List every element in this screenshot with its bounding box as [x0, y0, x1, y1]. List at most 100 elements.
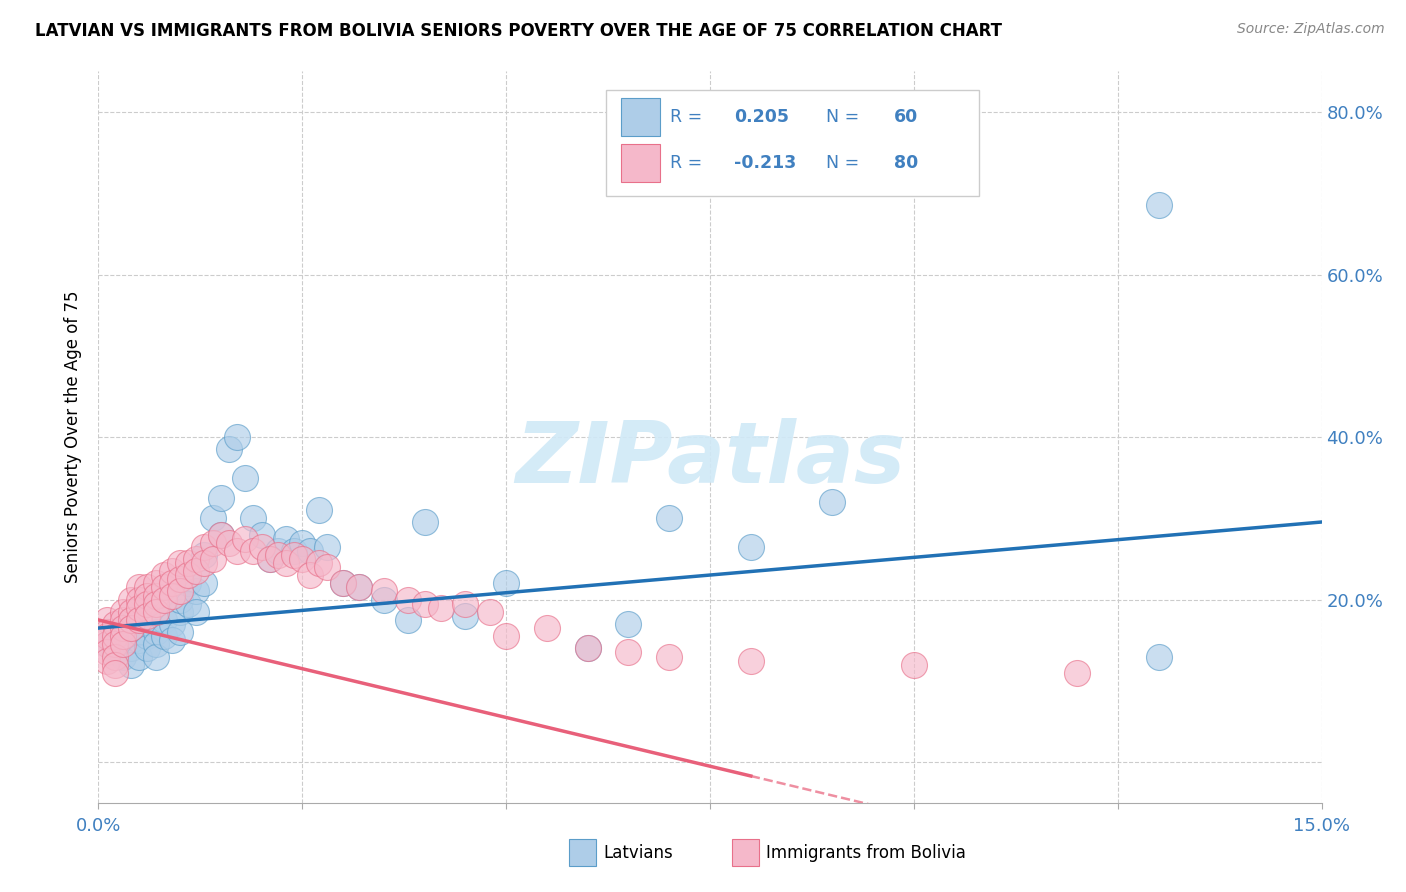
Point	[193, 540, 215, 554]
Point	[96, 654, 118, 668]
Point	[96, 625, 118, 640]
Point	[152, 568, 174, 582]
Point	[120, 592, 142, 607]
Point	[315, 560, 337, 574]
Point	[250, 527, 273, 541]
Point	[233, 532, 256, 546]
Point	[536, 621, 558, 635]
Point	[160, 564, 183, 578]
Point	[454, 608, 477, 623]
Point	[160, 576, 183, 591]
Point	[308, 556, 330, 570]
Point	[1147, 649, 1170, 664]
Point	[201, 552, 224, 566]
Point	[111, 625, 134, 640]
Point	[145, 576, 167, 591]
Point	[186, 552, 208, 566]
Text: LATVIAN VS IMMIGRANTS FROM BOLIVIA SENIORS POVERTY OVER THE AGE OF 75 CORRELATIO: LATVIAN VS IMMIGRANTS FROM BOLIVIA SENIO…	[35, 22, 1002, 40]
Point	[136, 597, 159, 611]
Point	[96, 645, 118, 659]
Point	[658, 511, 681, 525]
Point	[152, 629, 174, 643]
Point	[104, 657, 127, 672]
Point	[104, 617, 127, 632]
Point	[193, 548, 215, 562]
Point	[128, 625, 150, 640]
Point	[120, 605, 142, 619]
Point	[128, 613, 150, 627]
Point	[267, 544, 290, 558]
Point	[274, 532, 297, 546]
Point	[96, 637, 118, 651]
Point	[152, 592, 174, 607]
Text: -0.213: -0.213	[734, 153, 797, 172]
Point	[413, 516, 436, 530]
Point	[291, 535, 314, 549]
Text: R =: R =	[669, 153, 707, 172]
Point	[177, 597, 200, 611]
Point	[96, 613, 118, 627]
Point	[903, 657, 925, 672]
Point	[169, 625, 191, 640]
Text: R =: R =	[669, 109, 707, 127]
Point	[193, 576, 215, 591]
Point	[201, 535, 224, 549]
Point	[315, 540, 337, 554]
Point	[111, 613, 134, 627]
Point	[145, 597, 167, 611]
Point	[169, 592, 191, 607]
Point	[111, 629, 134, 643]
Point	[152, 613, 174, 627]
Point	[373, 584, 395, 599]
Point	[349, 581, 371, 595]
Point	[396, 613, 419, 627]
Point	[186, 584, 208, 599]
Point	[478, 605, 501, 619]
Point	[104, 665, 127, 680]
Point	[186, 605, 208, 619]
Point	[128, 633, 150, 648]
Point	[740, 654, 762, 668]
FancyBboxPatch shape	[606, 90, 979, 195]
Point	[413, 597, 436, 611]
Point	[332, 576, 354, 591]
Point	[104, 637, 127, 651]
Point	[111, 637, 134, 651]
Point	[152, 581, 174, 595]
Point	[120, 621, 142, 635]
Point	[259, 552, 281, 566]
Point	[274, 556, 297, 570]
Point	[617, 617, 640, 632]
Point	[104, 649, 127, 664]
Text: Immigrants from Bolivia: Immigrants from Bolivia	[766, 844, 966, 862]
Point	[145, 605, 167, 619]
Point	[495, 629, 517, 643]
Point	[136, 589, 159, 603]
Point	[201, 511, 224, 525]
Point	[267, 548, 290, 562]
Point	[128, 649, 150, 664]
Point	[495, 576, 517, 591]
Point	[128, 581, 150, 595]
Point	[160, 633, 183, 648]
Point	[617, 645, 640, 659]
Point	[218, 535, 240, 549]
Point	[111, 637, 134, 651]
Point	[145, 589, 167, 603]
Point	[218, 442, 240, 457]
Text: N =: N =	[827, 109, 865, 127]
Point	[104, 629, 127, 643]
Point	[145, 637, 167, 651]
Point	[209, 527, 232, 541]
Point	[169, 556, 191, 570]
Point	[177, 556, 200, 570]
Point	[193, 556, 215, 570]
Point	[430, 600, 453, 615]
Point	[291, 552, 314, 566]
Point	[145, 625, 167, 640]
Point	[250, 540, 273, 554]
Point	[233, 471, 256, 485]
Point	[259, 552, 281, 566]
Point	[242, 511, 264, 525]
Bar	[620, 98, 659, 136]
